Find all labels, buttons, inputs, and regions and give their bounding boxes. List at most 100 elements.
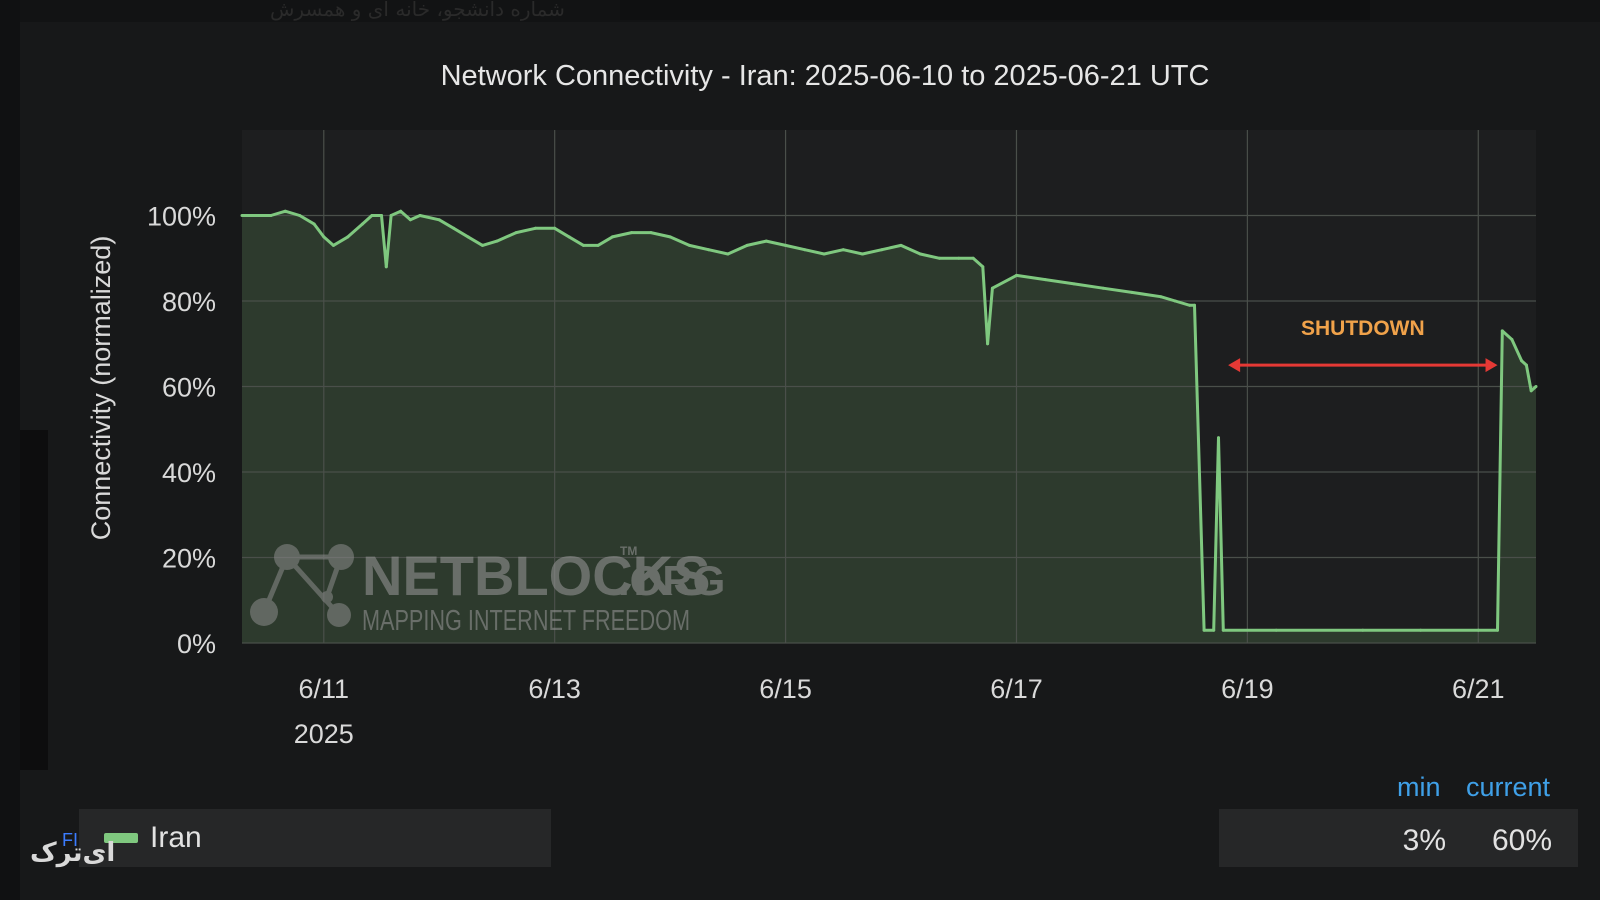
y-tick-label: 20%	[162, 544, 216, 574]
data-point	[1159, 295, 1163, 299]
data-point	[649, 231, 653, 235]
data-point	[1130, 290, 1134, 294]
data-point	[1529, 389, 1533, 393]
data-point	[1496, 628, 1499, 632]
y-tick-label: 0%	[177, 629, 216, 659]
data-point	[861, 252, 864, 256]
x-tick-label: 6/17	[990, 674, 1043, 704]
data-point	[370, 214, 374, 217]
data-point	[981, 265, 985, 269]
data-point	[707, 248, 711, 252]
data-point	[269, 214, 273, 217]
shutdown-arrow-right	[1485, 358, 1498, 373]
legend-label-iran[interactable]: Iran	[150, 821, 202, 854]
data-point	[240, 214, 244, 217]
data-point	[567, 235, 571, 239]
data-point	[610, 235, 614, 239]
data-point	[899, 243, 903, 247]
data-point	[1173, 299, 1177, 303]
data-point	[466, 235, 470, 239]
data-point	[880, 248, 884, 252]
data-point	[596, 243, 600, 247]
data-point	[452, 226, 456, 230]
data-point	[822, 252, 826, 256]
data-point	[1043, 278, 1047, 282]
data-point	[1212, 628, 1216, 632]
watermark-tld: .ORG	[618, 557, 725, 604]
corner-mark: FI	[62, 830, 78, 850]
data-point	[380, 214, 383, 217]
caption-text: شماره دانشجو، خانه ای و همسرش	[270, 0, 565, 21]
x-tick-label: 6/13	[528, 674, 581, 704]
data-point	[726, 252, 730, 256]
stats-header-min[interactable]: min	[1397, 772, 1441, 802]
x-tick-label: 6/11	[299, 674, 350, 704]
data-point	[346, 235, 350, 239]
data-point	[384, 265, 388, 269]
data-point	[1534, 385, 1538, 388]
data-point	[408, 218, 412, 222]
data-point	[298, 214, 302, 217]
data-point	[1274, 628, 1278, 632]
shutdown-label: SHUTDOWN	[1301, 317, 1425, 340]
data-point	[1361, 628, 1365, 632]
watermark-brand: NETBLOCKS	[362, 544, 710, 607]
data-point	[283, 209, 287, 213]
data-point	[668, 235, 672, 239]
data-point	[399, 209, 403, 213]
data-point	[1015, 273, 1018, 277]
x-tick-label: 6/15	[759, 674, 812, 704]
y-tick-label: 100%	[147, 202, 216, 232]
data-point	[990, 286, 994, 290]
stats-header-current[interactable]: current	[1466, 772, 1551, 802]
stats-current-value: 60%	[1491, 824, 1552, 857]
data-point	[803, 248, 807, 252]
data-point	[1221, 628, 1225, 632]
data-point	[918, 252, 922, 256]
y-tick-label: 40%	[162, 458, 216, 488]
top-bar	[620, 0, 1370, 20]
data-point	[254, 214, 258, 217]
data-point	[495, 239, 499, 243]
x-year-label: 2025	[294, 719, 354, 749]
data-point	[971, 256, 975, 260]
watermark-tagline: MAPPING INTERNET FREEDOM	[362, 605, 690, 637]
data-point	[1476, 628, 1480, 632]
data-point	[764, 239, 768, 243]
data-point	[418, 214, 422, 217]
data-point	[437, 218, 441, 222]
data-point	[1500, 329, 1504, 333]
top-strip	[0, 0, 1600, 22]
data-point	[1072, 282, 1076, 286]
watermark-node	[321, 591, 333, 603]
data-point	[1217, 436, 1220, 440]
data-point	[1101, 286, 1105, 290]
data-point	[784, 243, 788, 247]
x-tick-label: 6/21	[1452, 674, 1505, 704]
watermark-node	[274, 544, 300, 570]
watermark-tm: TM	[620, 544, 637, 558]
data-point	[986, 342, 990, 346]
legend-swatch-iran	[104, 833, 138, 843]
data-point	[1520, 359, 1524, 363]
left-edge	[0, 0, 20, 900]
data-point	[1188, 303, 1192, 307]
data-point	[514, 231, 518, 235]
data-point	[1510, 338, 1514, 341]
legend: Iran	[79, 809, 551, 867]
data-point	[331, 243, 335, 247]
chart-title: Network Connectivity - Iran: 2025-06-10 …	[440, 60, 1210, 92]
data-point	[1193, 303, 1196, 307]
shutdown-arrow-left	[1228, 358, 1241, 373]
data-point	[745, 243, 749, 247]
y-tick-label: 60%	[162, 373, 216, 403]
data-point	[481, 243, 484, 247]
data-point	[841, 248, 845, 252]
data-point	[312, 222, 316, 226]
watermark-node	[327, 603, 351, 627]
data-point	[1202, 628, 1206, 632]
series-area-iran	[242, 211, 1536, 643]
data-point	[1419, 628, 1423, 632]
watermark-node	[250, 598, 278, 626]
